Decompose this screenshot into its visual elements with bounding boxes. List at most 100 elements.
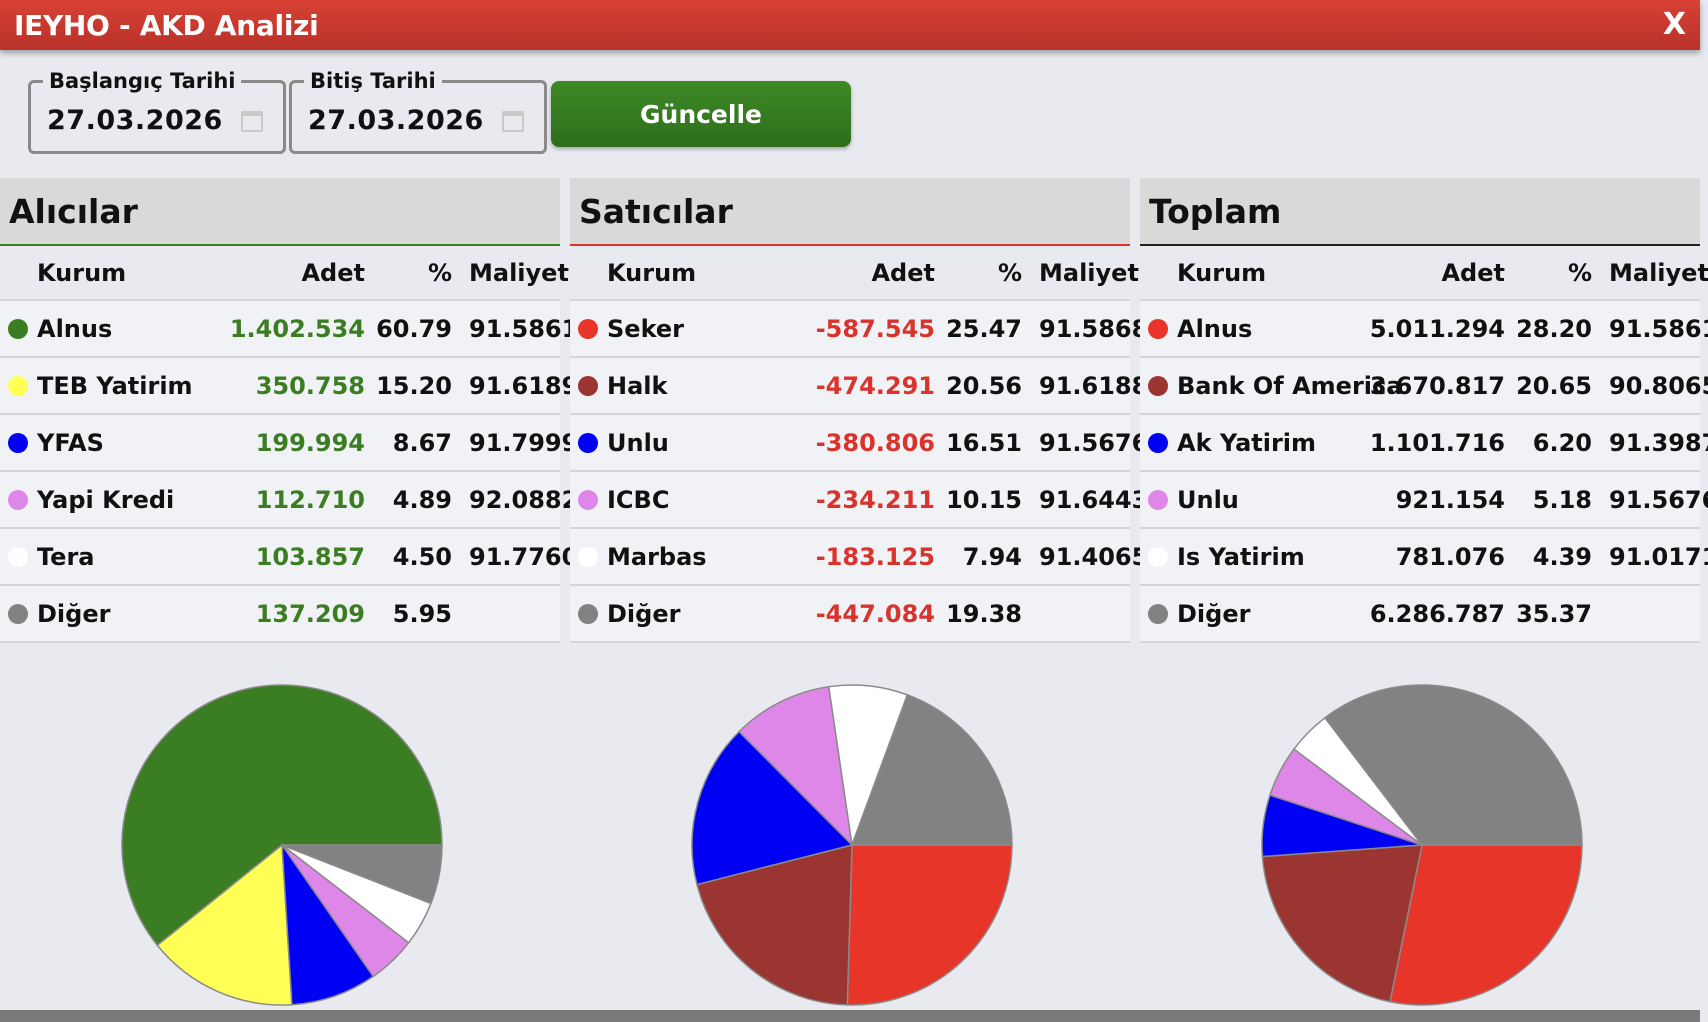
table-row[interactable]: Unlu -380.806 16.51 91.5676 [570,415,1148,472]
legend-dot-icon [578,489,598,510]
institution-name: Bank Of America [1177,371,1403,400]
column-header-adet[interactable]: Adet [871,258,935,287]
column-header-pct[interactable]: % [427,258,452,287]
institution-name: Unlu [1177,485,1239,514]
table-row[interactable]: ICBC -234.211 10.15 91.6443 [570,472,1148,529]
institution-name: Marbas [607,542,707,571]
legend-dot-icon [8,318,28,339]
column-header-maliyet[interactable]: Maliyet [1039,258,1139,287]
percent-value: 6.20 [1532,428,1592,457]
institution-name: Tera [37,542,95,571]
table-row[interactable]: Marbas -183.125 7.94 91.4065 [570,529,1148,586]
column-header-pct[interactable]: % [997,258,1022,287]
pie-slice-1[interactable] [846,844,1013,1006]
legend-dot-icon [8,546,28,567]
start-date-field[interactable]: Başlangıç Tarihi 27.03.2026 [28,69,286,154]
close-button[interactable]: X [1662,7,1686,42]
percent-value: 28.20 [1516,314,1592,343]
column-header-maliyet[interactable]: Maliyet [469,258,569,287]
percent-value: 25.47 [946,314,1022,343]
table-row[interactable]: Tera 103.857 4.50 91.7760 [0,529,578,586]
pie-slice-2[interactable] [156,843,293,1006]
panel-title: Toplam [1140,178,1700,246]
table-row[interactable]: Diğer -447.084 19.38 [570,586,1130,643]
column-header-kurum[interactable]: Kurum [37,258,127,287]
table-row[interactable]: TEB Yatirim 350.758 15.20 91.6189 [0,358,578,415]
pie-slice-6[interactable] [281,844,443,905]
legend-dot-icon [8,489,28,510]
institution-name: Seker [607,314,684,343]
column-header-pct[interactable]: % [1567,258,1592,287]
legend-dot-icon [8,432,28,453]
quantity-value: -183.125 [815,542,935,571]
table-row[interactable]: Yapi Kredi 112.710 4.89 92.0882 [0,472,578,529]
update-button[interactable]: Güncelle [551,81,851,147]
institution-name: Alnus [1177,314,1253,343]
end-date-field[interactable]: Bitiş Tarihi 27.03.2026 [289,69,547,154]
percent-value: 4.39 [1532,542,1592,571]
column-header-adet[interactable]: Adet [1441,258,1505,287]
table-row[interactable]: Diğer 137.209 5.95 [0,586,560,643]
column-header-maliyet[interactable]: Maliyet [1609,258,1708,287]
institution-name: Diğer [607,599,681,628]
table-row[interactable]: YFAS 199.994 8.67 91.7999 [0,415,578,472]
quantity-value: 350.758 [255,371,365,400]
pie-chart [691,684,1013,1006]
legend-dot-icon [8,375,28,396]
legend-dot-icon [1148,489,1168,510]
table-row[interactable]: Unlu 921.154 5.18 91.5676 [1140,472,1708,529]
panel-title: Alıcılar [0,178,560,246]
percent-value: 8.67 [392,428,452,457]
pie-slice-1[interactable] [1389,844,1583,1006]
panel-buyers: Alıcılar Kurum Adet% Maliyet Alnus 1.402.534 6… [0,178,578,1010]
calendar-icon[interactable] [502,111,524,132]
pie-slice-3[interactable] [281,842,375,1006]
legend-dot-icon [578,546,598,567]
pie-slice-1[interactable] [121,684,443,947]
legend-dot-icon [578,603,598,624]
pie-slice-6[interactable] [850,693,1013,846]
legend-dot-icon [8,603,28,624]
cost-value: 92.0882 [469,485,579,514]
percent-value: 5.18 [1532,485,1592,514]
institution-name: Halk [607,371,668,400]
cost-value: 91.4065 [1039,542,1149,571]
percent-value: 10.15 [946,485,1022,514]
start-date-value[interactable]: 27.03.2026 [47,105,223,136]
quantity-value: 3.670.817 [1369,371,1505,400]
quantity-value: -447.084 [815,599,935,628]
legend-dot-icon [1148,318,1168,339]
cost-value: 91.5676 [1039,428,1149,457]
table-row[interactable]: Seker -587.545 25.47 91.5868 [570,301,1148,358]
column-header-adet[interactable]: Adet [301,258,365,287]
bottom-scrollbar[interactable] [0,1010,1700,1022]
pie-slice-2[interactable] [696,844,853,1006]
table-header: Kurum Adet% Maliyet [0,246,569,301]
column-header-kurum[interactable]: Kurum [607,258,697,287]
institution-name: Diğer [37,599,111,628]
pie-slice-2[interactable] [1261,844,1423,1003]
legend-dot-icon [1148,375,1168,396]
table-row[interactable]: Bank Of America 3.670.817 20.65 90.8065 [1140,358,1708,415]
table-row[interactable]: Diğer 6.286.787 35.37 [1140,586,1700,643]
table-row[interactable]: Alnus 1.402.534 60.79 91.5861 [0,301,578,358]
column-header-kurum[interactable]: Kurum [1177,258,1267,287]
calendar-icon[interactable] [241,111,263,132]
table-row[interactable]: Halk -474.291 20.56 91.6188 [570,358,1148,415]
table-row[interactable]: Ak Yatirim 1.101.716 6.20 91.3987 [1140,415,1708,472]
institution-name: YFAS [37,428,104,457]
institution-name: Is Yatirim [1177,542,1305,571]
cost-value: 91.7760 [469,542,579,571]
end-date-label: Bitiş Tarihi [304,69,442,93]
table-row[interactable]: Is Yatirim 781.076 4.39 91.0171 [1140,529,1708,586]
window-title: IEYHO - AKD Analizi [14,8,319,42]
pie-slice-6[interactable] [1323,684,1583,846]
quantity-value: 781.076 [1395,542,1505,571]
percent-value: 20.56 [946,371,1022,400]
cost-value: 90.8065 [1609,371,1708,400]
pie-slice-4[interactable] [738,685,854,848]
pie-slice-3[interactable] [691,730,854,886]
table-row[interactable]: Alnus 5.011.294 28.20 91.5861 [1140,301,1708,358]
end-date-value[interactable]: 27.03.2026 [308,105,484,136]
cost-value: 91.5676 [1609,485,1708,514]
